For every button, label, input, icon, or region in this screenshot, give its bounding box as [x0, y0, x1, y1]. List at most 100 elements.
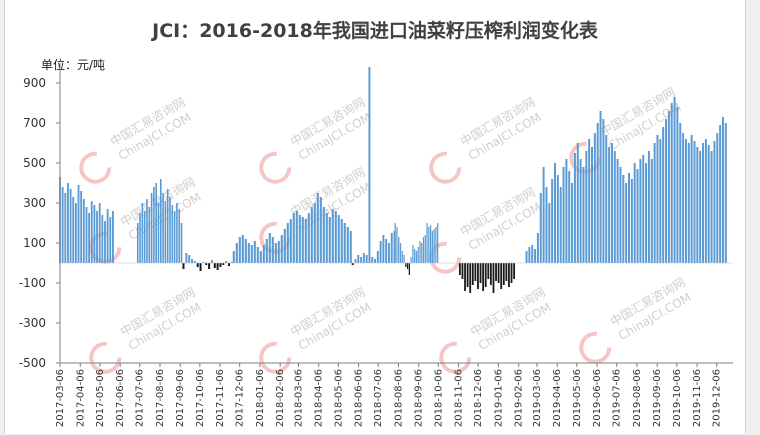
- bar: [710, 151, 713, 263]
- bar: [398, 237, 400, 263]
- bar: [157, 203, 160, 263]
- bar: [265, 239, 268, 263]
- bar: [153, 187, 155, 263]
- bar: [250, 245, 253, 263]
- bar: [376, 251, 379, 263]
- bar: [704, 139, 707, 263]
- bar: [408, 263, 410, 275]
- bar: [412, 245, 414, 263]
- bar: [69, 189, 72, 263]
- bar: [112, 211, 114, 263]
- bar: [362, 253, 365, 263]
- bar: [319, 197, 322, 263]
- bar: [622, 175, 625, 263]
- bar: [64, 193, 67, 263]
- bar: [205, 263, 208, 265]
- bar: [232, 251, 235, 263]
- bar: [374, 259, 376, 263]
- x-tick-label: 2018-02-06: [275, 369, 286, 427]
- bar: [280, 235, 283, 263]
- x-tick-label: 2019-11-06: [692, 369, 703, 427]
- bar: [354, 259, 357, 263]
- bar: [645, 163, 648, 263]
- bar: [573, 153, 576, 263]
- bar: [610, 143, 613, 263]
- bar: [256, 247, 259, 263]
- bar: [608, 147, 611, 263]
- bar: [548, 203, 551, 263]
- bar: [696, 147, 699, 263]
- bar: [437, 223, 439, 263]
- bar: [702, 143, 705, 263]
- bar: [431, 231, 433, 263]
- bar: [185, 253, 188, 263]
- bar: [162, 193, 164, 263]
- x-tick-label: 2018-04-06: [314, 369, 325, 427]
- bar: [525, 251, 528, 263]
- x-tick-label: 2018-09-06: [414, 369, 425, 427]
- bar: [562, 167, 565, 263]
- bar: [365, 255, 368, 263]
- bar: [322, 207, 325, 263]
- bar: [371, 257, 374, 263]
- x-tick-label: 2018-06-06: [354, 369, 365, 427]
- bar: [495, 263, 497, 281]
- bar: [559, 187, 562, 263]
- bar: [429, 225, 432, 263]
- bar: [466, 263, 469, 287]
- bar: [235, 243, 238, 263]
- bar: [202, 262, 205, 263]
- bar: [219, 263, 222, 267]
- unit-label: 单位：元/吨: [41, 58, 106, 72]
- bar: [568, 171, 571, 263]
- bar: [497, 263, 500, 283]
- y-tick-label: -500: [19, 356, 46, 370]
- bar: [415, 251, 418, 263]
- bar: [642, 155, 645, 263]
- bar: [72, 197, 75, 263]
- bar: [146, 199, 148, 263]
- bar: [670, 103, 673, 263]
- bar: [435, 227, 437, 263]
- bar: [513, 263, 516, 279]
- bar: [109, 217, 112, 263]
- bar: [406, 263, 409, 269]
- bar: [639, 159, 642, 263]
- x-tick-label: 2018-05-06: [333, 369, 344, 427]
- bar: [403, 255, 405, 263]
- bar: [334, 211, 337, 263]
- bar: [182, 263, 185, 269]
- bar: [169, 197, 171, 263]
- bar: [277, 241, 280, 263]
- y-tick-label: 700: [23, 116, 46, 130]
- bar: [310, 207, 313, 263]
- bar: [393, 231, 396, 263]
- bar: [77, 185, 80, 263]
- bar: [88, 213, 91, 263]
- x-tick-label: 2017-07-06: [135, 369, 146, 427]
- bar: [542, 167, 545, 263]
- bar: [141, 203, 144, 263]
- x-tick-label: 2018-11-06: [454, 369, 465, 427]
- bar: [193, 261, 196, 263]
- bar: [724, 123, 727, 263]
- bar: [428, 227, 430, 263]
- bar: [360, 257, 363, 263]
- bar: [426, 223, 428, 263]
- bar: [208, 263, 211, 269]
- bar: [636, 169, 639, 263]
- bar: [596, 123, 599, 263]
- x-tick-label: 2019-06-06: [592, 369, 603, 427]
- bar: [385, 239, 388, 263]
- bar: [337, 215, 340, 263]
- bar: [510, 263, 513, 283]
- bar: [721, 117, 724, 263]
- bar: [500, 263, 503, 289]
- bar: [268, 233, 271, 263]
- bar: [316, 193, 319, 263]
- bar: [545, 187, 548, 263]
- bar: [101, 215, 104, 263]
- bar: [410, 257, 412, 263]
- x-tick-label: 2019-07-06: [612, 369, 623, 427]
